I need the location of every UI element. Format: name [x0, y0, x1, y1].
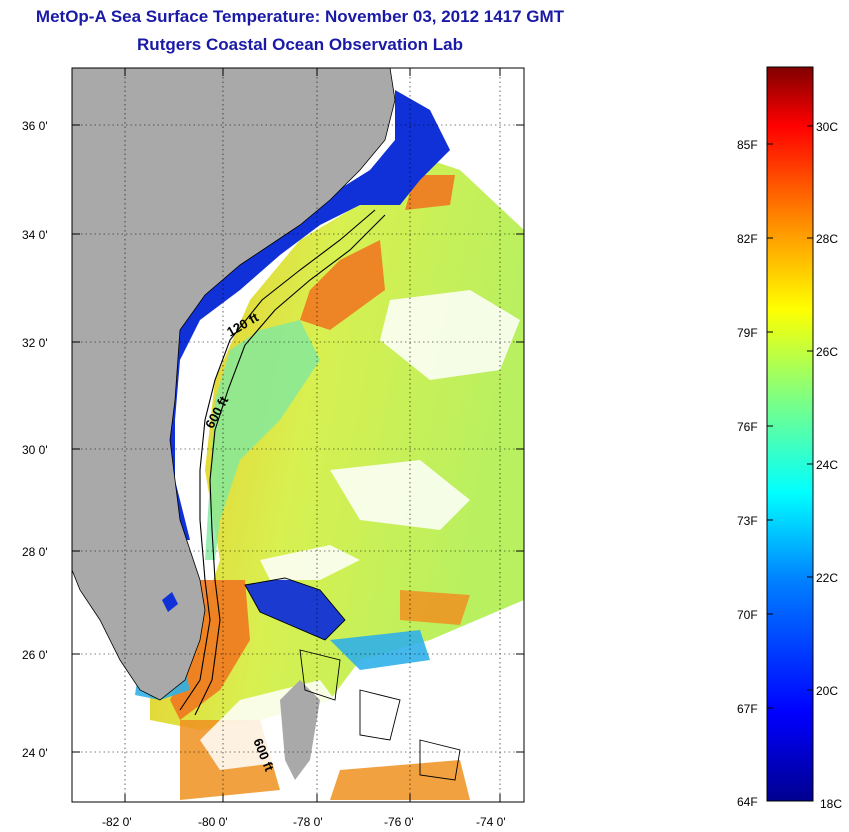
cold-coastal-water	[150, 90, 450, 540]
colorbar-c-22: 22C	[816, 571, 838, 585]
contour-120ft	[179, 209, 376, 711]
colorbar-f-82: 82F	[737, 232, 758, 246]
lat-label-30: 30 0'	[22, 443, 48, 457]
colorbar-f-76: 76F	[737, 420, 758, 434]
lon-label-76: -76 0'	[384, 815, 414, 829]
map-frame	[71, 67, 525, 803]
colorbar-c-18: 18C	[820, 797, 842, 811]
colorbar-c-20: 20C	[816, 684, 838, 698]
lon-label-80: -80 0'	[198, 815, 228, 829]
colorbar-f-67: 67F	[737, 702, 758, 716]
colorbar-c-24: 24C	[816, 458, 838, 472]
lat-label-24: 24 0'	[22, 746, 48, 760]
lon-label-78: -78 0'	[293, 815, 323, 829]
shelf-water	[205, 320, 320, 560]
cold-bahamas-bank	[245, 578, 345, 640]
cuba-land	[280, 680, 320, 780]
lat-label-28: 28 0'	[22, 545, 48, 559]
us-east-coast-land	[72, 68, 395, 700]
cloud-cover	[200, 290, 520, 770]
contour-600ft	[194, 214, 386, 716]
lat-label-32: 32 0'	[22, 336, 48, 350]
cool-water-south	[135, 630, 430, 700]
bahamas-contours	[244, 577, 461, 781]
map-ticks	[72, 68, 524, 802]
lat-label-36: 36 0'	[22, 119, 48, 133]
colorbar-f-64: 64F	[737, 795, 758, 809]
colorbar	[766, 66, 814, 802]
lon-label-82: -82 0'	[102, 815, 132, 829]
colorbar-f-85: 85F	[737, 138, 758, 152]
colorbar-c-26: 26C	[816, 345, 838, 359]
lon-label-74: -74 0'	[476, 815, 506, 829]
colorbar-c-28: 28C	[816, 232, 838, 246]
map-subtitle: Rutgers Coastal Ocean Observation Lab	[137, 35, 463, 54]
coastline	[72, 68, 396, 701]
gulf-stream-warm	[170, 175, 455, 720]
colorbar-c-30: 30C	[816, 120, 838, 134]
map-title: MetOp-A Sea Surface Temperature: Novembe…	[35, 7, 565, 26]
colorbar-ticks	[767, 125, 813, 709]
lat-label-26: 26 0'	[22, 648, 48, 662]
colorbar-f-73: 73F	[737, 514, 758, 528]
map-area	[72, 68, 524, 802]
graticule	[72, 68, 524, 802]
lat-label-34: 34 0'	[22, 228, 48, 242]
lake-okeechobee	[162, 592, 178, 612]
colorbar-f-70: 70F	[737, 608, 758, 622]
colorbar-f-79: 79F	[737, 326, 758, 340]
